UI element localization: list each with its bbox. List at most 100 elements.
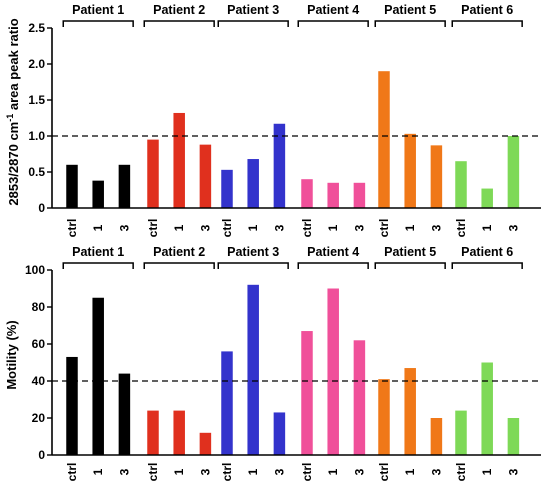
group-label: Patient 2 [153,245,205,259]
x-tick-label: 1 [403,224,417,231]
x-tick-label: 3 [506,468,520,475]
bar-patient-6-1 [481,188,493,208]
bar-patient-6-ctrl [455,161,467,208]
y-axis-label-superscript: -1 [5,114,15,122]
group-bracket [297,20,369,27]
bar-patient-6-3 [507,418,520,455]
bar-patient-5-1 [404,133,416,208]
x-tick-label: 3 [117,468,131,475]
bar-patient-1-ctrl [66,164,78,208]
bar-patient-2-1 [173,112,185,208]
x-tick-label: 1 [403,468,417,475]
x-tick-label: 3 [429,468,443,475]
bar-patient-1-1 [92,297,104,455]
x-tick-label: 1 [172,224,186,231]
x-tick-label: 1 [326,224,340,231]
y-tick-label: 40 [32,374,46,388]
bar-patient-2-3 [199,432,212,455]
y-tick-label: 80 [32,300,46,314]
bar-patient-5-3 [430,145,443,208]
x-tick-label: 3 [272,468,286,475]
group-bracket [143,20,215,27]
y-tick-label: 2.5 [28,21,45,35]
x-tick-label: 1 [480,224,494,231]
bar-patient-3-3 [273,412,286,455]
x-tick-label: 3 [117,224,131,231]
y-tick-label: 60 [32,337,46,351]
y-axis-label-suffix: area peak ratio [6,18,21,113]
group-label: Patient 3 [227,245,279,259]
group-label: Patient 2 [153,3,205,17]
bar-patient-5-ctrl [378,71,390,208]
bar-patient-3-3 [273,123,286,208]
x-tick-label: ctrl [377,463,391,482]
y-axis-label-main: 2853/2870 cm [6,122,21,206]
y-tick-label: 20 [32,411,46,425]
x-tick-label: ctrl [300,463,314,482]
x-tick-label: ctrl [300,219,314,238]
group-bracket [62,20,134,27]
group-bracket [143,262,215,269]
y-axis-label: Motility (%) [4,320,19,389]
y-tick-label: 100 [25,263,45,277]
group-label: Patient 6 [461,3,513,17]
group-label: Patient 4 [307,3,359,17]
bar-patient-5-3 [430,418,443,455]
x-tick-label: 3 [352,224,366,231]
group-bracket [62,262,134,269]
bar-patient-4-3 [353,182,366,208]
bar-patient-1-3 [118,164,131,208]
bar-patient-2-3 [199,144,212,208]
x-tick-label: 1 [172,468,186,475]
bar-patient-3-ctrl [221,169,233,208]
bar-patient-4-1 [327,288,339,455]
group-label: Patient 5 [384,245,436,259]
group-label: Patient 3 [227,3,279,17]
chart-panel-1: 2853/2870 cm-1 area peak ratio 0 0.5 1.0 1.5… [5,3,541,237]
x-tick-label: ctrl [454,219,468,238]
bar-patient-1-ctrl [66,356,78,455]
x-tick-label: ctrl [65,463,79,482]
x-tick-label: 1 [246,224,260,231]
group-bracket [451,262,523,269]
x-tick-label: 3 [352,468,366,475]
group-label: Patient 5 [384,3,436,17]
bar-patient-6-ctrl [455,410,467,455]
group-label: Patient 4 [307,245,359,259]
bar-patient-5-1 [404,368,416,455]
y-tick-label: 0.5 [28,165,45,179]
bar-patient-2-ctrl [147,410,159,455]
y-tick-label: 1.0 [28,129,45,143]
x-tick-label: 3 [429,224,443,231]
x-tick-label: ctrl [146,463,160,482]
bar-patient-5-ctrl [378,379,390,455]
group-bracket [451,20,523,27]
y-tick-label: 0 [38,448,45,462]
x-tick-label: 3 [506,224,520,231]
bar-patient-6-3 [507,136,520,208]
x-tick-label: 1 [480,468,494,475]
group-label: Patient 6 [461,245,513,259]
bar-patient-2-1 [173,410,185,455]
x-tick-label: ctrl [146,219,160,238]
x-tick-label: ctrl [377,219,391,238]
bar-patient-4-ctrl [301,179,313,208]
x-tick-label: 3 [272,224,286,231]
bar-patient-1-1 [92,180,104,208]
x-tick-label: 1 [91,224,105,231]
group-bracket [374,20,446,27]
x-tick-label: ctrl [220,219,234,238]
y-axis-label: 2853/2870 cm-1 area peak ratio [5,18,21,205]
y-tick-label: 0 [38,201,45,215]
bar-patient-1-3 [118,373,131,455]
bar-patient-3-ctrl [221,351,233,455]
x-tick-label: ctrl [65,219,79,238]
group-bracket [217,262,289,269]
bar-patient-3-1 [247,159,259,208]
bar-patient-4-3 [353,340,366,455]
bar-patient-6-1 [481,362,493,455]
group-label: Patient 1 [72,245,124,259]
bar-patient-3-1 [247,284,259,455]
group-bracket [374,262,446,269]
group-bracket [217,20,289,27]
